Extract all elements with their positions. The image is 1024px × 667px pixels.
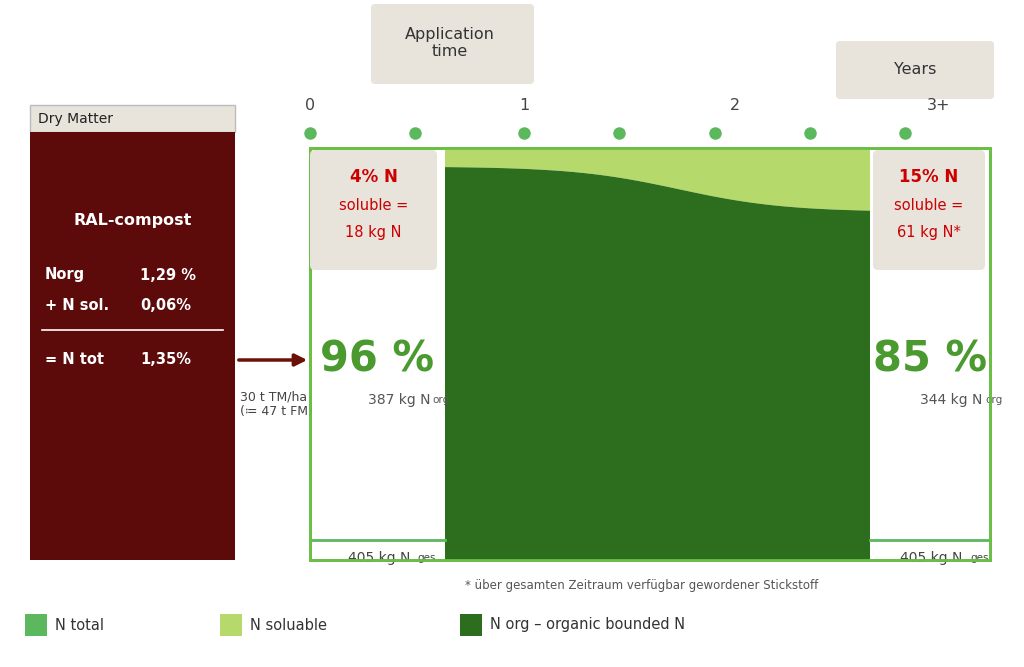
FancyBboxPatch shape (30, 132, 234, 560)
Text: Dry Matter: Dry Matter (38, 111, 113, 125)
Text: org: org (432, 395, 450, 405)
Text: 3+: 3+ (928, 97, 950, 113)
Text: = N tot: = N tot (45, 352, 104, 368)
Text: 1,29 %: 1,29 % (140, 267, 196, 283)
Text: N soluable: N soluable (250, 618, 327, 632)
FancyBboxPatch shape (310, 150, 437, 270)
Text: RAL-compost: RAL-compost (74, 213, 191, 227)
Text: 85 %: 85 % (872, 339, 987, 381)
Text: * über gesamten Zeitraum verfügbar gewordener Stickstoff: * über gesamten Zeitraum verfügbar gewor… (465, 578, 818, 592)
Text: org: org (985, 395, 1002, 405)
FancyBboxPatch shape (220, 614, 242, 636)
Text: Norg: Norg (45, 267, 85, 283)
Text: soluble =: soluble = (339, 197, 409, 213)
Text: 344 kg N: 344 kg N (920, 393, 982, 407)
Text: 4% N: 4% N (349, 168, 397, 186)
FancyBboxPatch shape (460, 614, 482, 636)
Text: 405 kg N: 405 kg N (900, 551, 963, 565)
Text: ges: ges (970, 553, 988, 563)
Text: 2: 2 (730, 97, 740, 113)
Text: + N sol.: + N sol. (45, 297, 110, 313)
Text: N total: N total (55, 618, 104, 632)
Text: 1: 1 (519, 97, 529, 113)
Text: 61 kg N*: 61 kg N* (897, 225, 961, 241)
Text: 96 %: 96 % (321, 339, 434, 381)
Text: Application
time: Application time (406, 27, 495, 59)
Text: 0,06%: 0,06% (140, 297, 191, 313)
FancyBboxPatch shape (836, 41, 994, 99)
Text: 30 t TM/ha
(≔ 47 t FM): 30 t TM/ha (≔ 47 t FM) (240, 390, 313, 418)
Text: ges: ges (418, 553, 436, 563)
FancyBboxPatch shape (25, 614, 47, 636)
Text: 387 kg N: 387 kg N (368, 393, 430, 407)
Text: 0: 0 (305, 97, 315, 113)
Text: 405 kg N: 405 kg N (347, 551, 410, 565)
Text: 15% N: 15% N (899, 168, 958, 186)
FancyBboxPatch shape (873, 150, 985, 270)
Polygon shape (445, 148, 870, 211)
Text: 1,35%: 1,35% (140, 352, 191, 368)
FancyBboxPatch shape (30, 105, 234, 132)
FancyBboxPatch shape (310, 148, 990, 560)
Text: 18 kg N: 18 kg N (345, 225, 401, 241)
FancyBboxPatch shape (371, 4, 534, 84)
Text: N org – organic bounded N: N org – organic bounded N (490, 618, 685, 632)
Polygon shape (445, 167, 870, 560)
Text: soluble =: soluble = (894, 197, 964, 213)
Text: Years: Years (894, 63, 936, 77)
